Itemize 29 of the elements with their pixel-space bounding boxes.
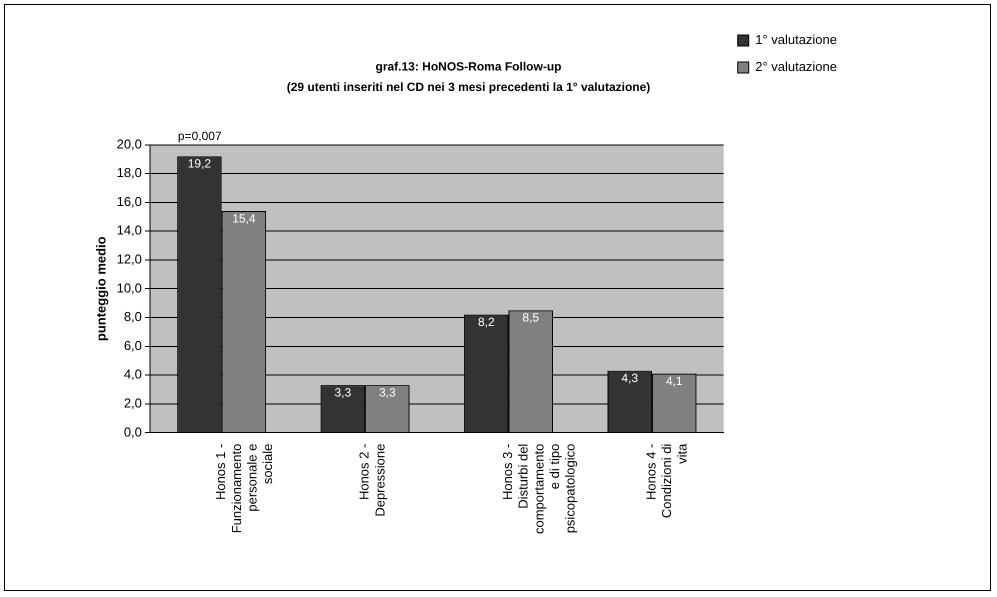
y-tick-label: 18,0 <box>116 165 142 180</box>
y-axis-title: punteggio medio <box>93 236 108 342</box>
y-tick-label: 8,0 <box>124 309 142 324</box>
y-tick-label: 12,0 <box>116 252 142 267</box>
data-label: 8,5 <box>522 310 540 325</box>
y-tick-label: 4,0 <box>124 366 142 382</box>
chart-subtitle: (29 utenti inseriti nel CD nei 3 mesi precedenti la 1° valutazione) <box>286 80 650 94</box>
data-label: 4,3 <box>621 371 638 386</box>
data-label: 3,3 <box>334 385 352 400</box>
data-label: 3,3 <box>378 385 396 400</box>
text: p=0,007 <box>178 129 222 144</box>
data-label: 19,2 <box>188 156 212 171</box>
x-tick-label: Honos 4 - Condizioni di vita <box>644 442 690 518</box>
x-tick-label: Honos 3 - Disturbi del comportamento e di tipo psicopatologico <box>500 444 578 534</box>
y-tick-label: 10,0 <box>116 280 142 296</box>
x-tick-label: Honos 1 - Funzionamento personale e sociale <box>213 444 276 534</box>
y-tick-label: 16,0 <box>116 194 142 209</box>
x-tick-label: Honos 2 - Depressione <box>356 444 388 517</box>
legend-label: 1° valutazione <box>755 32 838 48</box>
y-tick-label: 0,0 <box>124 424 142 440</box>
y-tick-label: 6,0 <box>124 338 142 353</box>
y-tick-label: 20,0 <box>116 136 142 152</box>
data-label: 15,4 <box>232 211 256 226</box>
y-tick-label: 14,0 <box>116 222 142 238</box>
y-tick-label: 2,0 <box>124 395 142 410</box>
legend-label: 2° valutazione <box>755 59 838 74</box>
data-label: 4,1 <box>666 374 683 388</box>
data-label: 8,2 <box>478 314 495 329</box>
chart-title: graf.13: HoNOS-Roma Follow-up <box>376 60 562 74</box>
